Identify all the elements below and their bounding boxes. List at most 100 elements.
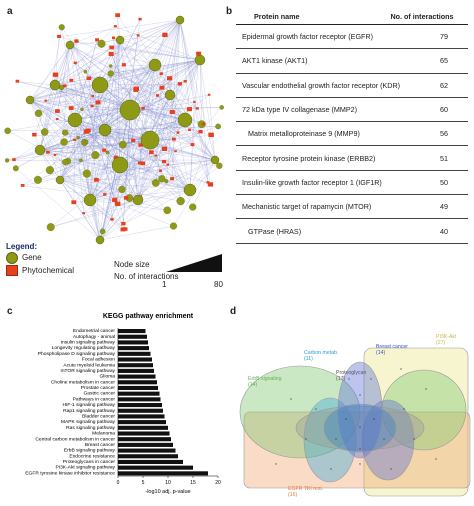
category-label: HIF-1 signaling pathway xyxy=(63,402,116,408)
venn-count-marker: x xyxy=(359,393,361,397)
gene-node xyxy=(45,166,54,175)
bar xyxy=(118,437,171,442)
gene-node xyxy=(189,203,197,211)
venn-count-marker: x xyxy=(345,417,347,421)
protein-name: Vascular endothelial growth factor recep… xyxy=(242,80,401,90)
phytochemical-node xyxy=(55,118,59,121)
gene-node xyxy=(41,128,49,136)
legend-title: Legend: xyxy=(6,242,38,251)
phytochemical-node-icon xyxy=(6,265,18,276)
gene-node xyxy=(60,138,68,146)
category-label: Pathways in cancer xyxy=(73,396,116,402)
phytochemical-node xyxy=(193,100,196,103)
table-header: Protein name No. of interactions xyxy=(236,8,468,25)
phytochemical-node xyxy=(121,63,126,67)
gene-node xyxy=(91,76,109,94)
legend-no-interactions: No. of interactions xyxy=(114,272,179,281)
venn-count-marker: x xyxy=(348,377,350,381)
protein-name: Insulin-like growth factor receptor 1 (I… xyxy=(242,177,382,187)
phytochemical-node xyxy=(55,109,60,113)
interaction-count: 79 xyxy=(440,32,448,42)
gene-node xyxy=(169,222,177,230)
table-row: 72 kDa type IV collagenase (MMP2) 60 xyxy=(236,98,468,123)
phytochemical-node xyxy=(68,106,74,110)
phytochemical-node xyxy=(121,221,126,226)
phytochemical-node xyxy=(155,94,160,97)
phytochemical-node xyxy=(208,132,214,138)
interaction-count: 50 xyxy=(440,177,448,187)
phytochemical-node xyxy=(82,212,86,215)
phytochemical-node xyxy=(111,36,116,40)
gene-node xyxy=(78,158,83,163)
bar xyxy=(118,380,157,385)
phytochemical-node xyxy=(95,100,101,105)
gene-node xyxy=(118,185,126,193)
legend-gene: Gene xyxy=(6,251,231,264)
table-row: Receptor tyrosine protein kinase (ERBB2)… xyxy=(236,146,468,171)
phytochemical-node xyxy=(20,183,25,187)
protein-name: 72 kDa type IV collagenase (MMP2) xyxy=(242,105,358,115)
gene-node xyxy=(177,112,193,128)
category-label: Acute myeloid leukemia xyxy=(63,362,115,368)
x-tick-label: 15 xyxy=(190,480,196,486)
gene-node xyxy=(163,206,172,215)
gene-node xyxy=(12,165,19,172)
phytochemical-node xyxy=(136,34,140,37)
bar xyxy=(118,334,147,339)
chart-title: KEGG pathway enrichment xyxy=(103,313,194,320)
category-label: PI3K-Akt signaling pathway xyxy=(55,465,115,471)
gene-node xyxy=(25,95,35,105)
gene-node xyxy=(46,223,55,232)
phytochemical-node xyxy=(131,138,136,143)
gene-node xyxy=(58,24,65,31)
interaction-count: 56 xyxy=(440,129,448,139)
phytochemical-node xyxy=(162,32,168,38)
phytochemical-node xyxy=(115,201,121,206)
phytochemical-node xyxy=(190,143,195,147)
table-row: GTPase (HRAS) 40 xyxy=(236,219,468,244)
venn-label-pi3k-akt: PI3K-Akt xyxy=(436,334,457,340)
phytochemical-node xyxy=(112,197,118,203)
table-row: Epidermal growth factor receptor (EGFR) 7… xyxy=(236,25,468,50)
bar xyxy=(118,471,208,476)
interaction-count: 51 xyxy=(440,153,448,163)
phytochemical-node xyxy=(115,13,121,18)
gene-node xyxy=(83,193,97,207)
gene-node xyxy=(140,130,160,150)
bar xyxy=(118,346,149,351)
bar xyxy=(118,425,168,430)
gene-node xyxy=(62,158,69,166)
phytochemical-node xyxy=(141,106,145,110)
phytochemical-node xyxy=(46,150,50,154)
venn-label-breast-cancer: Breast cancer xyxy=(376,344,408,350)
interaction-table: Protein name No. of interactions Epiderm… xyxy=(236,8,468,244)
phytochemical-node xyxy=(159,85,165,90)
phytochemical-node xyxy=(86,76,92,81)
phytochemical-node xyxy=(44,99,48,102)
category-label: EGFR tyrosine kinase inhibitor resistanc… xyxy=(25,470,115,476)
category-label: Autophagy - animal xyxy=(73,334,115,340)
bar xyxy=(118,465,193,470)
gene-node xyxy=(158,175,166,183)
gene-node xyxy=(109,64,113,68)
gene-node xyxy=(151,179,160,187)
venn-label-erbb-count: (14) xyxy=(248,382,257,388)
category-label: Proteoglycans in cancer xyxy=(63,459,116,465)
protein-name: Matrix metalloproteinase 9 (MMP9) xyxy=(248,129,360,139)
gene-node xyxy=(148,58,162,72)
phytochemical-node xyxy=(159,169,163,172)
bar xyxy=(118,368,154,373)
phytochemical-node xyxy=(113,25,117,28)
bar xyxy=(118,454,178,459)
phytochemical-node xyxy=(83,129,89,134)
protein-name: AKT1 kinase (AKT1) xyxy=(242,56,308,66)
category-label: Melanoma xyxy=(92,431,115,437)
venn-set-erbb xyxy=(239,365,361,459)
venn-set-pi3k-akt xyxy=(363,347,469,497)
phytochemical-node xyxy=(108,51,114,56)
gene-node xyxy=(105,150,110,155)
phytochemical-node xyxy=(94,177,99,182)
gene-node xyxy=(132,194,144,206)
category-label: Endometrial cancer xyxy=(73,328,116,334)
phytochemical-node xyxy=(90,104,94,108)
